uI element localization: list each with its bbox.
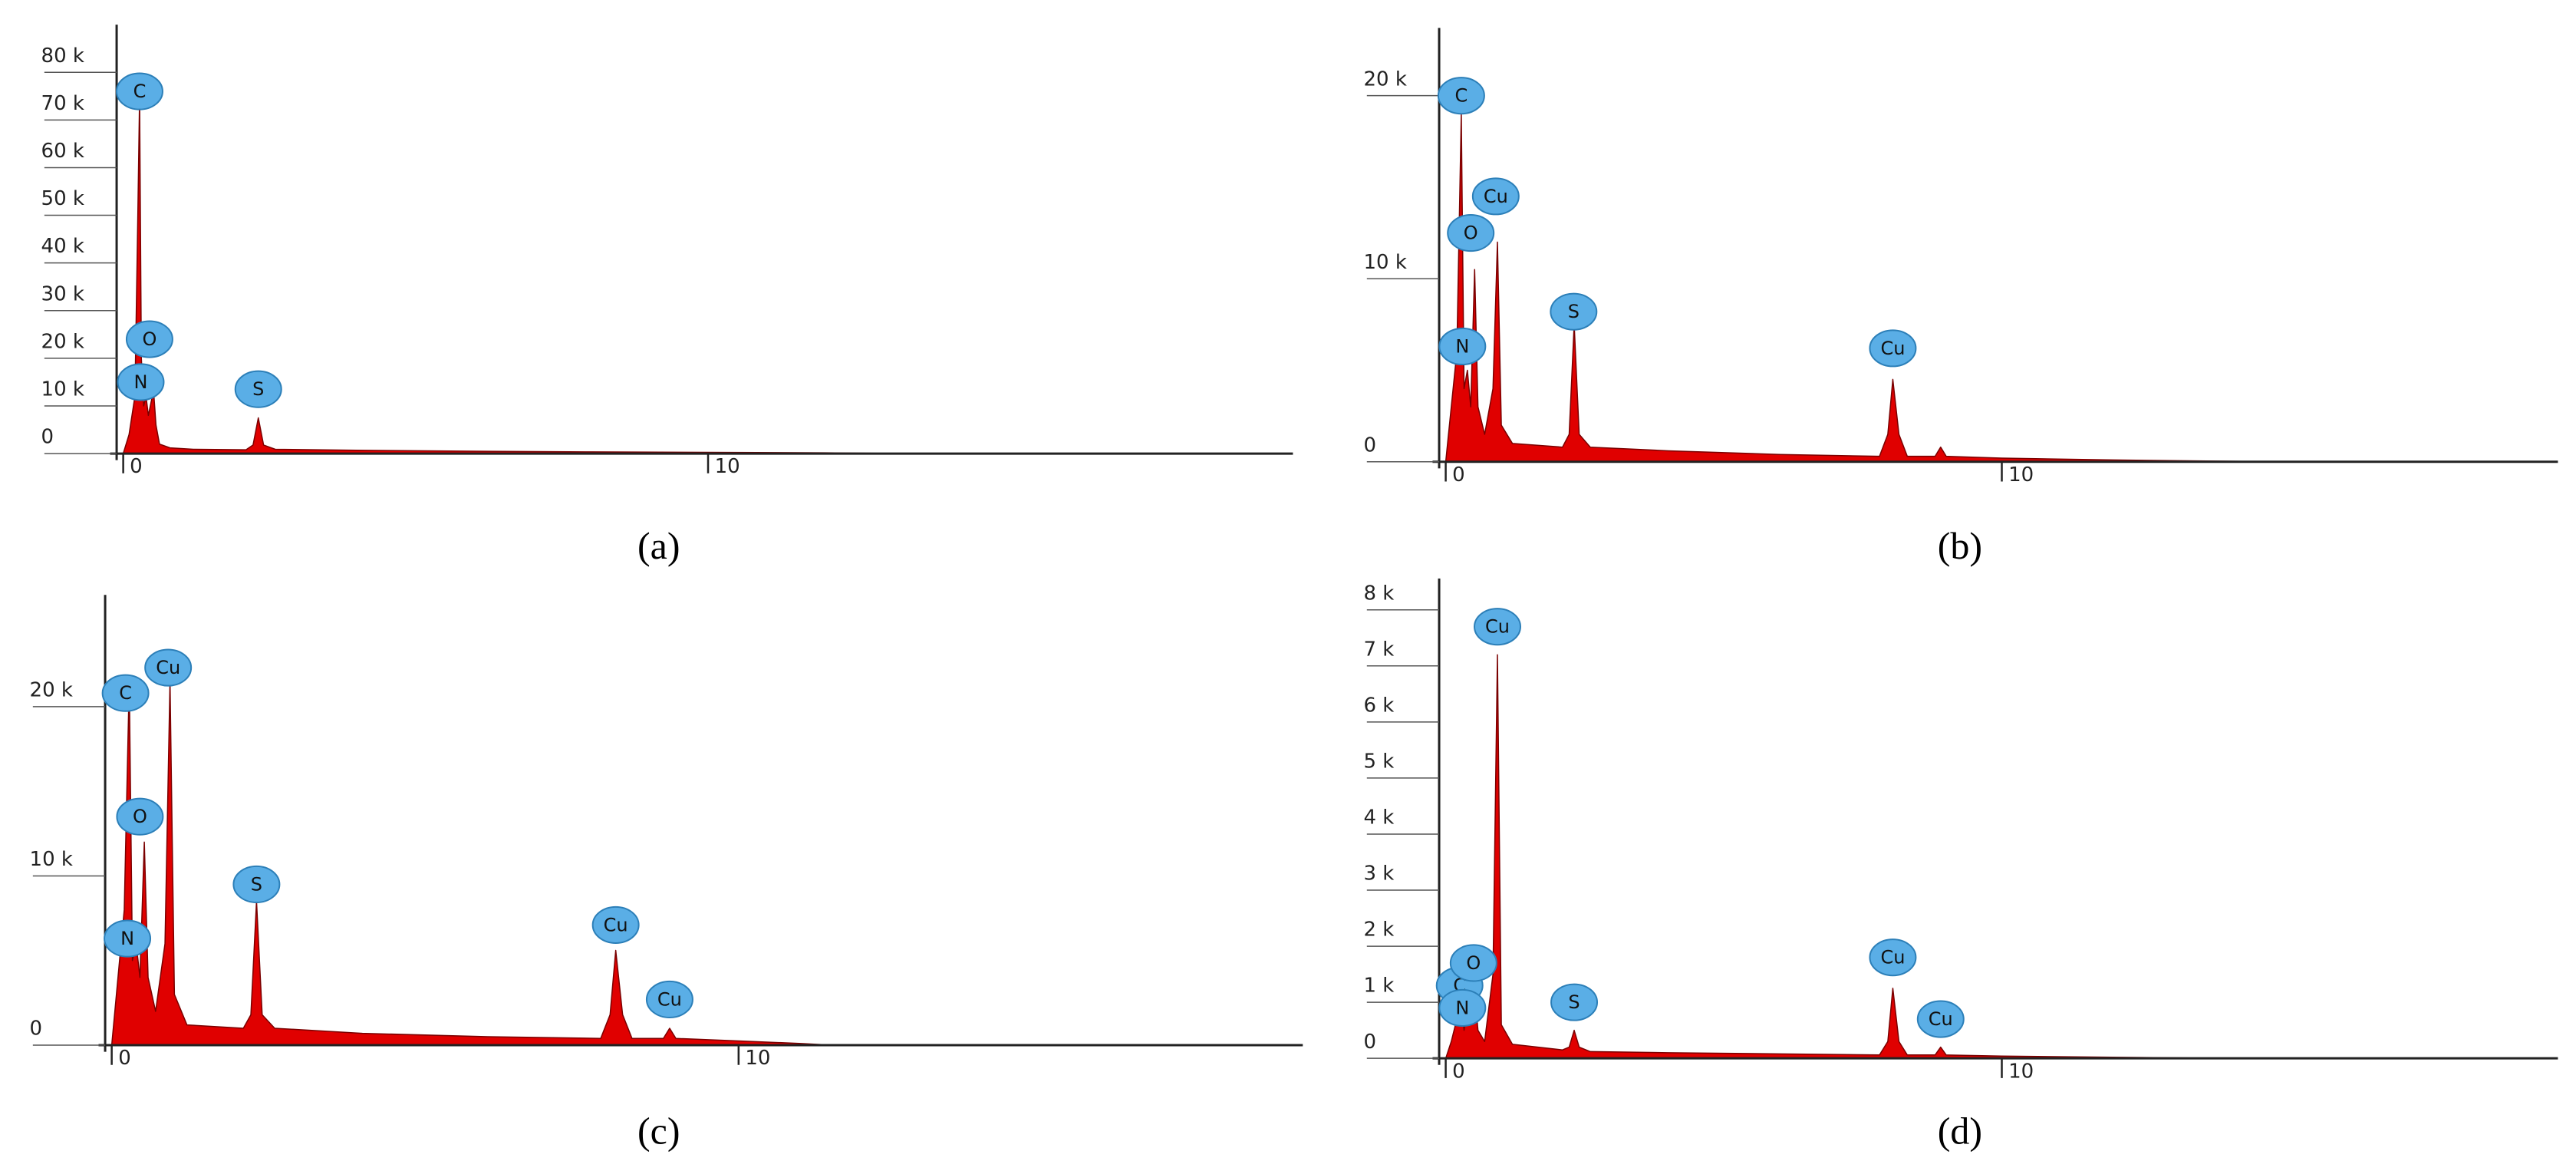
y-tick-label: 0 [1364,1031,1377,1054]
y-tick-label: 0 [1364,434,1377,457]
peak-label-bubble [115,72,163,111]
y-tick-label: 1 k [1364,975,1395,998]
peak-label: O [142,328,156,350]
peak-label: O [1464,223,1478,244]
peak-label: Cu [1880,338,1905,359]
panel-label: (d) [1938,1109,1982,1152]
x-tick-label: 10 [715,455,740,478]
peak-label-bubble [591,905,640,944]
peak-label-bubble [1474,608,1521,646]
x-tick-label: 10 [2008,463,2034,487]
y-tick-label: 0 [30,1018,43,1041]
peak-label: S [251,873,262,895]
peak-label: C [119,682,132,704]
y-tick-label: 20 k [41,330,84,353]
peak-label-bubble [104,919,152,958]
y-tick-label: 80 k [41,45,84,68]
y-tick-label: 7 k [1364,638,1395,661]
x-tick-label: 10 [2008,1060,2034,1083]
y-tick-label: 6 k [1364,694,1395,717]
peak-label: C [1455,85,1468,107]
y-tick-label: 4 k [1364,807,1395,830]
peak-label-bubble [1869,938,1917,977]
peak-label-bubble [1916,1000,1965,1038]
peak-label: Cu [604,914,628,935]
y-tick-label: 20 k [1364,68,1407,91]
peak-label: Cu [156,657,180,678]
x-tick-label: 0 [118,1047,131,1070]
panel-label: (a) [637,524,680,567]
x-tick-label: 10 [745,1047,770,1070]
peak-label-bubble [1869,329,1917,368]
y-tick-label: 10 k [30,848,73,871]
peak-label-bubble [125,320,173,358]
spectrum [122,95,914,454]
spectrum [110,681,834,1046]
peak-label: O [133,806,147,827]
peak-label: Cu [1484,186,1508,207]
y-tick-label: 20 k [30,678,73,701]
peak-label: S [252,378,264,400]
y-tick-label: 8 k [1364,582,1395,605]
peak-label: S [1568,991,1580,1013]
peak-label: N [1455,335,1469,357]
peak-label: S [1568,301,1580,322]
peak-label-bubble [1438,327,1487,366]
peak-label-bubble [234,370,282,408]
x-tick-label: 0 [130,455,143,478]
peak-label-bubble [232,865,281,904]
y-tick-label: 3 k [1364,863,1395,886]
peak-label: O [1466,952,1481,974]
peak-label-bubble [1447,214,1495,252]
y-tick-label: 10 k [1364,251,1407,274]
peak-label: N [134,371,148,393]
y-tick-label: 30 k [41,282,84,305]
peak-label-bubble [645,980,693,1019]
peak-label: Cu [657,988,682,1010]
x-tick-label: 0 [1452,463,1465,487]
peak-label-bubble [101,674,150,712]
peak-label-bubble [1438,988,1487,1027]
peak-label-bubble [116,797,164,836]
y-tick-label: 10 k [41,378,84,401]
peak-label: N [120,928,134,949]
peak-label: Cu [1485,616,1510,638]
peak-label-bubble [1471,177,1520,216]
peak-label-bubble [117,363,165,401]
peak-label-bubble [1449,944,1497,982]
peak-label: N [1455,997,1469,1018]
y-tick-label: 0 [41,426,54,449]
panel-label: (c) [637,1109,680,1152]
peak-label-bubble [1550,983,1599,1021]
y-tick-label: 60 k [41,140,84,163]
peak-label: Cu [1880,947,1905,968]
peak-label-bubble [1550,292,1598,331]
peak-label: Cu [1929,1008,1953,1030]
peak-label-bubble [144,648,193,687]
peak-label-bubble [1437,77,1485,115]
y-tick-label: 2 k [1364,919,1395,942]
y-tick-label: 5 k [1364,750,1395,773]
x-tick-label: 0 [1452,1060,1465,1083]
peak-label: C [133,81,147,102]
panel-label: (b) [1938,524,1982,567]
spectrum [1444,113,2281,463]
y-tick-label: 70 k [41,92,84,115]
y-tick-label: 50 k [41,187,84,210]
y-tick-label: 40 k [41,235,84,258]
